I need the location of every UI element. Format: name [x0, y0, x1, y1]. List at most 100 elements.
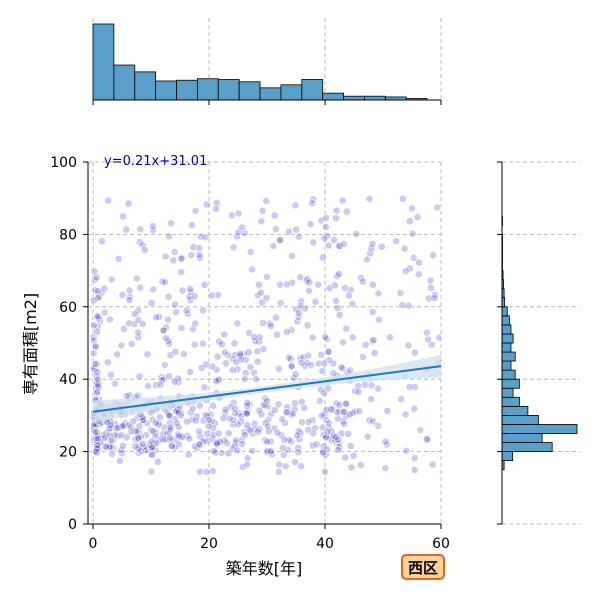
scatter-point: [222, 359, 230, 368]
x-histogram-bar: [217, 79, 240, 101]
scatter-point: [236, 349, 245, 358]
scatter-point: [266, 447, 275, 456]
x-tick-label: 20: [200, 536, 218, 552]
x-histogram-bar: [301, 79, 324, 101]
scatter-point: [348, 299, 357, 308]
scatter-point: [224, 429, 233, 438]
regression-layer: [92, 354, 441, 424]
scatter-point: [229, 243, 238, 252]
scatter-point: [164, 315, 172, 324]
scatter-point: [428, 460, 437, 469]
scatter-point: [294, 427, 303, 436]
scatter-point: [207, 291, 216, 300]
y-histogram-bar: [501, 424, 578, 434]
scatter-point: [198, 339, 207, 348]
scatter-point: [294, 448, 303, 457]
scatter-point: [148, 222, 157, 231]
scatter-point: [124, 421, 133, 430]
scatter-point: [130, 310, 139, 318]
scatter-point: [127, 339, 136, 348]
scatter-point: [430, 294, 439, 302]
scatter-point: [297, 358, 306, 367]
scatter-point: [212, 204, 220, 213]
scatter-point: [191, 319, 199, 328]
scatter-point: [127, 423, 136, 432]
scatter-point: [213, 291, 222, 299]
scatter-point: [296, 273, 305, 282]
scatter-point: [416, 425, 425, 434]
scatter-point: [368, 337, 377, 346]
scatter-point: [402, 446, 411, 455]
scatter-point: [269, 242, 278, 250]
x-histogram-bar: [343, 95, 365, 101]
scatter-point: [304, 286, 313, 295]
scatter-point: [243, 454, 252, 463]
scatter-point: [297, 462, 306, 471]
scatter-point: [106, 421, 115, 430]
scatter-point: [401, 410, 410, 419]
scatter-point: [241, 369, 250, 377]
scatter-point: [303, 358, 311, 367]
scatter-point: [410, 348, 419, 357]
scatter-point: [346, 442, 355, 450]
scatter-point: [410, 454, 419, 463]
scatter-point: [365, 416, 374, 425]
scatter-point: [338, 417, 347, 426]
y-histogram-bar: [501, 405, 529, 416]
scatter-point: [172, 419, 181, 428]
scatter-point: [166, 423, 175, 432]
scatter-point: [221, 405, 230, 414]
scatter-point: [203, 412, 212, 420]
scatter-point: [166, 425, 175, 434]
scatter-point: [209, 401, 217, 410]
scatter-point: [250, 419, 259, 428]
scatter-point: [332, 214, 340, 222]
scatter-point: [187, 220, 196, 229]
scatter-point: [92, 273, 101, 282]
scatter-point: [162, 323, 170, 332]
scatter-point: [335, 311, 344, 319]
y-tick-label: 20: [59, 445, 77, 461]
scatter-point: [225, 414, 234, 423]
scatter-point: [291, 458, 299, 466]
scatter-point: [358, 277, 367, 286]
scatter-point: [309, 238, 318, 247]
scatter-point: [308, 416, 317, 425]
y-histogram-bar: [501, 324, 512, 335]
scatter-point: [356, 460, 365, 469]
scatter-point: [398, 301, 407, 309]
scatter-point: [160, 360, 169, 369]
scatter-point: [138, 319, 147, 328]
scatter-point: [170, 377, 179, 386]
scatter-point: [304, 417, 313, 426]
scatter-point: [212, 198, 221, 207]
scatter-point: [158, 430, 167, 439]
scatter-point: [103, 358, 112, 367]
scatter-point: [290, 405, 299, 413]
scatter-point: [358, 352, 367, 361]
scatter-point: [215, 337, 223, 346]
scatter-point: [349, 451, 358, 460]
scatter-point: [318, 253, 327, 262]
scatter-point: [237, 417, 245, 426]
x-histogram-bar: [176, 79, 198, 101]
scatter-point: [184, 450, 193, 459]
y-marginal-ticks: [497, 161, 502, 525]
x-histogram-bar: [259, 87, 282, 101]
scatter-point: [262, 196, 271, 205]
scatter-point: [413, 213, 422, 222]
scatter-point: [304, 425, 313, 434]
y-tick-label: 80: [59, 227, 77, 243]
scatter-point: [386, 333, 394, 342]
scatter-point: [177, 254, 186, 263]
scatter-point: [200, 280, 209, 289]
scatter-point: [322, 213, 330, 222]
scatter-point: [182, 306, 191, 315]
y-histogram-bar: [501, 360, 512, 371]
scatter-point: [93, 432, 102, 441]
scatter-point: [318, 423, 327, 432]
scatter-point: [295, 435, 304, 444]
scatter-point: [317, 350, 325, 359]
scatter-point: [291, 201, 300, 210]
scatter-point: [333, 414, 342, 423]
